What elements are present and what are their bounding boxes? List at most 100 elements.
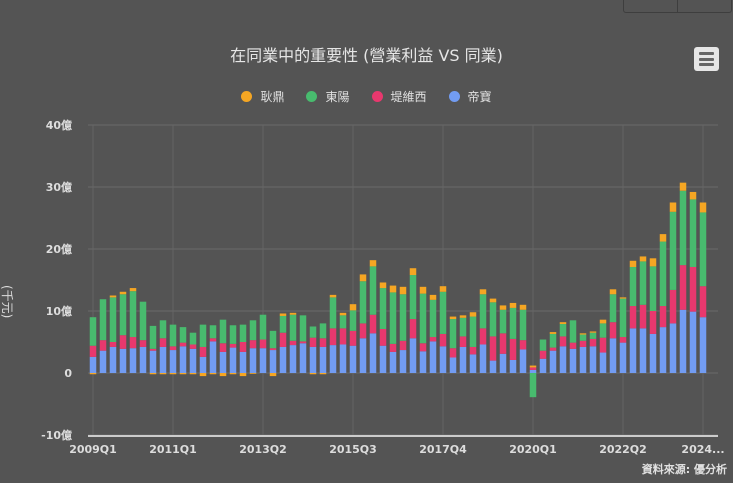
bar-segment[interactable] [579,340,587,347]
bar-segment[interactable] [419,286,427,294]
bar-segment[interactable] [349,310,357,331]
bar-segment[interactable] [489,336,497,361]
bar-segment[interactable] [559,336,567,347]
bar-segment[interactable] [469,312,477,317]
bar-segment[interactable] [189,348,197,373]
bar-segment[interactable] [189,332,197,345]
bar-segment[interactable] [439,333,447,347]
bar-segment[interactable] [609,322,617,339]
bar-segment[interactable] [139,340,147,347]
bar-segment[interactable] [509,338,517,360]
bar-segment[interactable] [459,315,467,318]
bar-segment[interactable] [199,324,207,347]
bar-segment[interactable] [179,346,187,373]
bar-segment[interactable] [239,324,247,342]
bar-segment[interactable] [219,319,227,344]
bar-segment[interactable] [569,320,577,343]
bar-segment[interactable] [229,325,237,344]
bar-segment[interactable] [499,353,507,373]
bar-segment[interactable] [649,333,657,373]
bar-segment[interactable] [499,333,507,354]
bar-segment[interactable] [459,336,467,347]
bar-segment[interactable] [689,266,697,312]
bar-segment[interactable] [359,274,367,282]
bar-segment[interactable] [169,346,177,351]
bar-segment[interactable] [329,294,337,298]
bar-segment[interactable] [529,367,537,370]
bar-segment[interactable] [549,350,557,373]
bar-segment[interactable] [419,343,427,352]
bar-segment[interactable] [509,302,517,308]
bar-segment[interactable] [369,260,377,267]
bar-segment[interactable] [599,352,607,373]
bar-segment[interactable] [319,338,327,347]
bar-segment[interactable] [159,373,167,375]
bar-segment[interactable] [379,328,387,346]
bar-segment[interactable] [429,299,437,338]
bar-segment[interactable] [519,309,527,341]
bar-segment[interactable] [629,328,637,373]
bar-segment[interactable] [389,285,397,293]
bar-segment[interactable] [279,332,287,347]
bar-segment[interactable] [129,288,137,292]
bar-segment[interactable] [599,319,607,324]
bar-segment[interactable] [479,344,487,373]
bar-segment[interactable] [89,373,97,375]
bar-segment[interactable] [149,373,157,375]
bar-segment[interactable] [249,320,257,341]
bar-segment[interactable] [579,334,587,341]
bar-segment[interactable] [589,338,597,347]
bar-segment[interactable] [699,317,707,373]
bar-segment[interactable] [519,349,527,373]
bar-segment[interactable] [659,327,667,373]
bar-segment[interactable] [659,306,667,328]
bar-segment[interactable] [379,288,387,329]
bar-segment[interactable] [449,316,457,320]
bar-segment[interactable] [289,340,297,346]
bar-segment[interactable] [209,341,217,373]
bar-segment[interactable] [229,343,237,348]
bar-segment[interactable] [579,346,587,373]
bar-segment[interactable] [279,315,287,333]
bar-segment[interactable] [139,301,147,341]
bar-segment[interactable] [129,291,137,338]
bar-segment[interactable] [689,199,697,267]
bar-segment[interactable] [509,307,517,339]
bar-segment[interactable] [449,319,457,349]
bar-segment[interactable] [309,326,317,338]
bar-segment[interactable] [609,294,617,323]
bar-segment[interactable] [269,373,277,377]
bar-segment[interactable] [339,315,347,329]
bar-segment[interactable] [619,297,627,299]
bar-segment[interactable] [319,323,327,339]
bar-segment[interactable] [649,266,657,311]
bar-segment[interactable] [399,294,407,341]
bar-segment[interactable] [99,340,107,351]
bar-segment[interactable] [359,338,367,373]
bar-segment[interactable] [89,317,97,346]
bar-segment[interactable] [459,346,467,373]
bar-segment[interactable] [169,373,177,375]
bar-segment[interactable] [209,325,217,339]
bar-segment[interactable] [219,351,227,373]
bar-segment[interactable] [109,342,117,347]
bar-segment[interactable] [289,345,297,373]
bar-segment[interactable] [609,289,617,295]
bar-segment[interactable] [449,348,457,358]
bar-segment[interactable] [429,294,437,300]
bar-segment[interactable] [299,315,307,342]
bar-segment[interactable] [549,333,557,348]
bar-segment[interactable] [409,268,417,276]
bar-segment[interactable] [429,337,437,342]
bar-segment[interactable] [379,345,387,373]
bar-segment[interactable] [439,346,447,373]
bar-segment[interactable] [329,297,337,329]
bar-segment[interactable] [199,373,207,377]
bar-segment[interactable] [179,342,187,347]
bar-segment[interactable] [629,266,637,307]
bar-segment[interactable] [589,331,597,333]
bar-segment[interactable] [489,298,497,303]
bar-segment[interactable] [209,338,217,342]
bar-segment[interactable] [699,202,707,213]
bar-segment[interactable] [389,343,397,352]
